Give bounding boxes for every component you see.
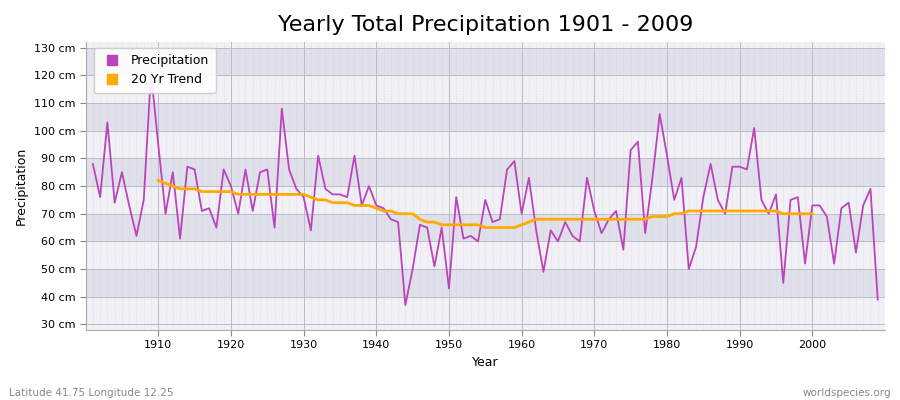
Bar xyxy=(86,186,885,214)
X-axis label: Year: Year xyxy=(472,356,499,369)
Legend: Precipitation, 20 Yr Trend: Precipitation, 20 Yr Trend xyxy=(94,48,216,93)
Bar xyxy=(86,131,885,158)
Bar xyxy=(86,103,885,131)
Text: worldspecies.org: worldspecies.org xyxy=(803,388,891,398)
Text: Latitude 41.75 Longitude 12.25: Latitude 41.75 Longitude 12.25 xyxy=(9,388,174,398)
Bar xyxy=(86,214,885,242)
Y-axis label: Precipitation: Precipitation xyxy=(15,147,28,225)
Bar xyxy=(86,297,885,324)
Bar xyxy=(86,242,885,269)
Bar xyxy=(86,75,885,103)
Bar xyxy=(86,269,885,297)
Bar xyxy=(86,324,885,330)
Bar xyxy=(86,48,885,75)
Bar xyxy=(86,158,885,186)
Title: Yearly Total Precipitation 1901 - 2009: Yearly Total Precipitation 1901 - 2009 xyxy=(277,15,693,35)
